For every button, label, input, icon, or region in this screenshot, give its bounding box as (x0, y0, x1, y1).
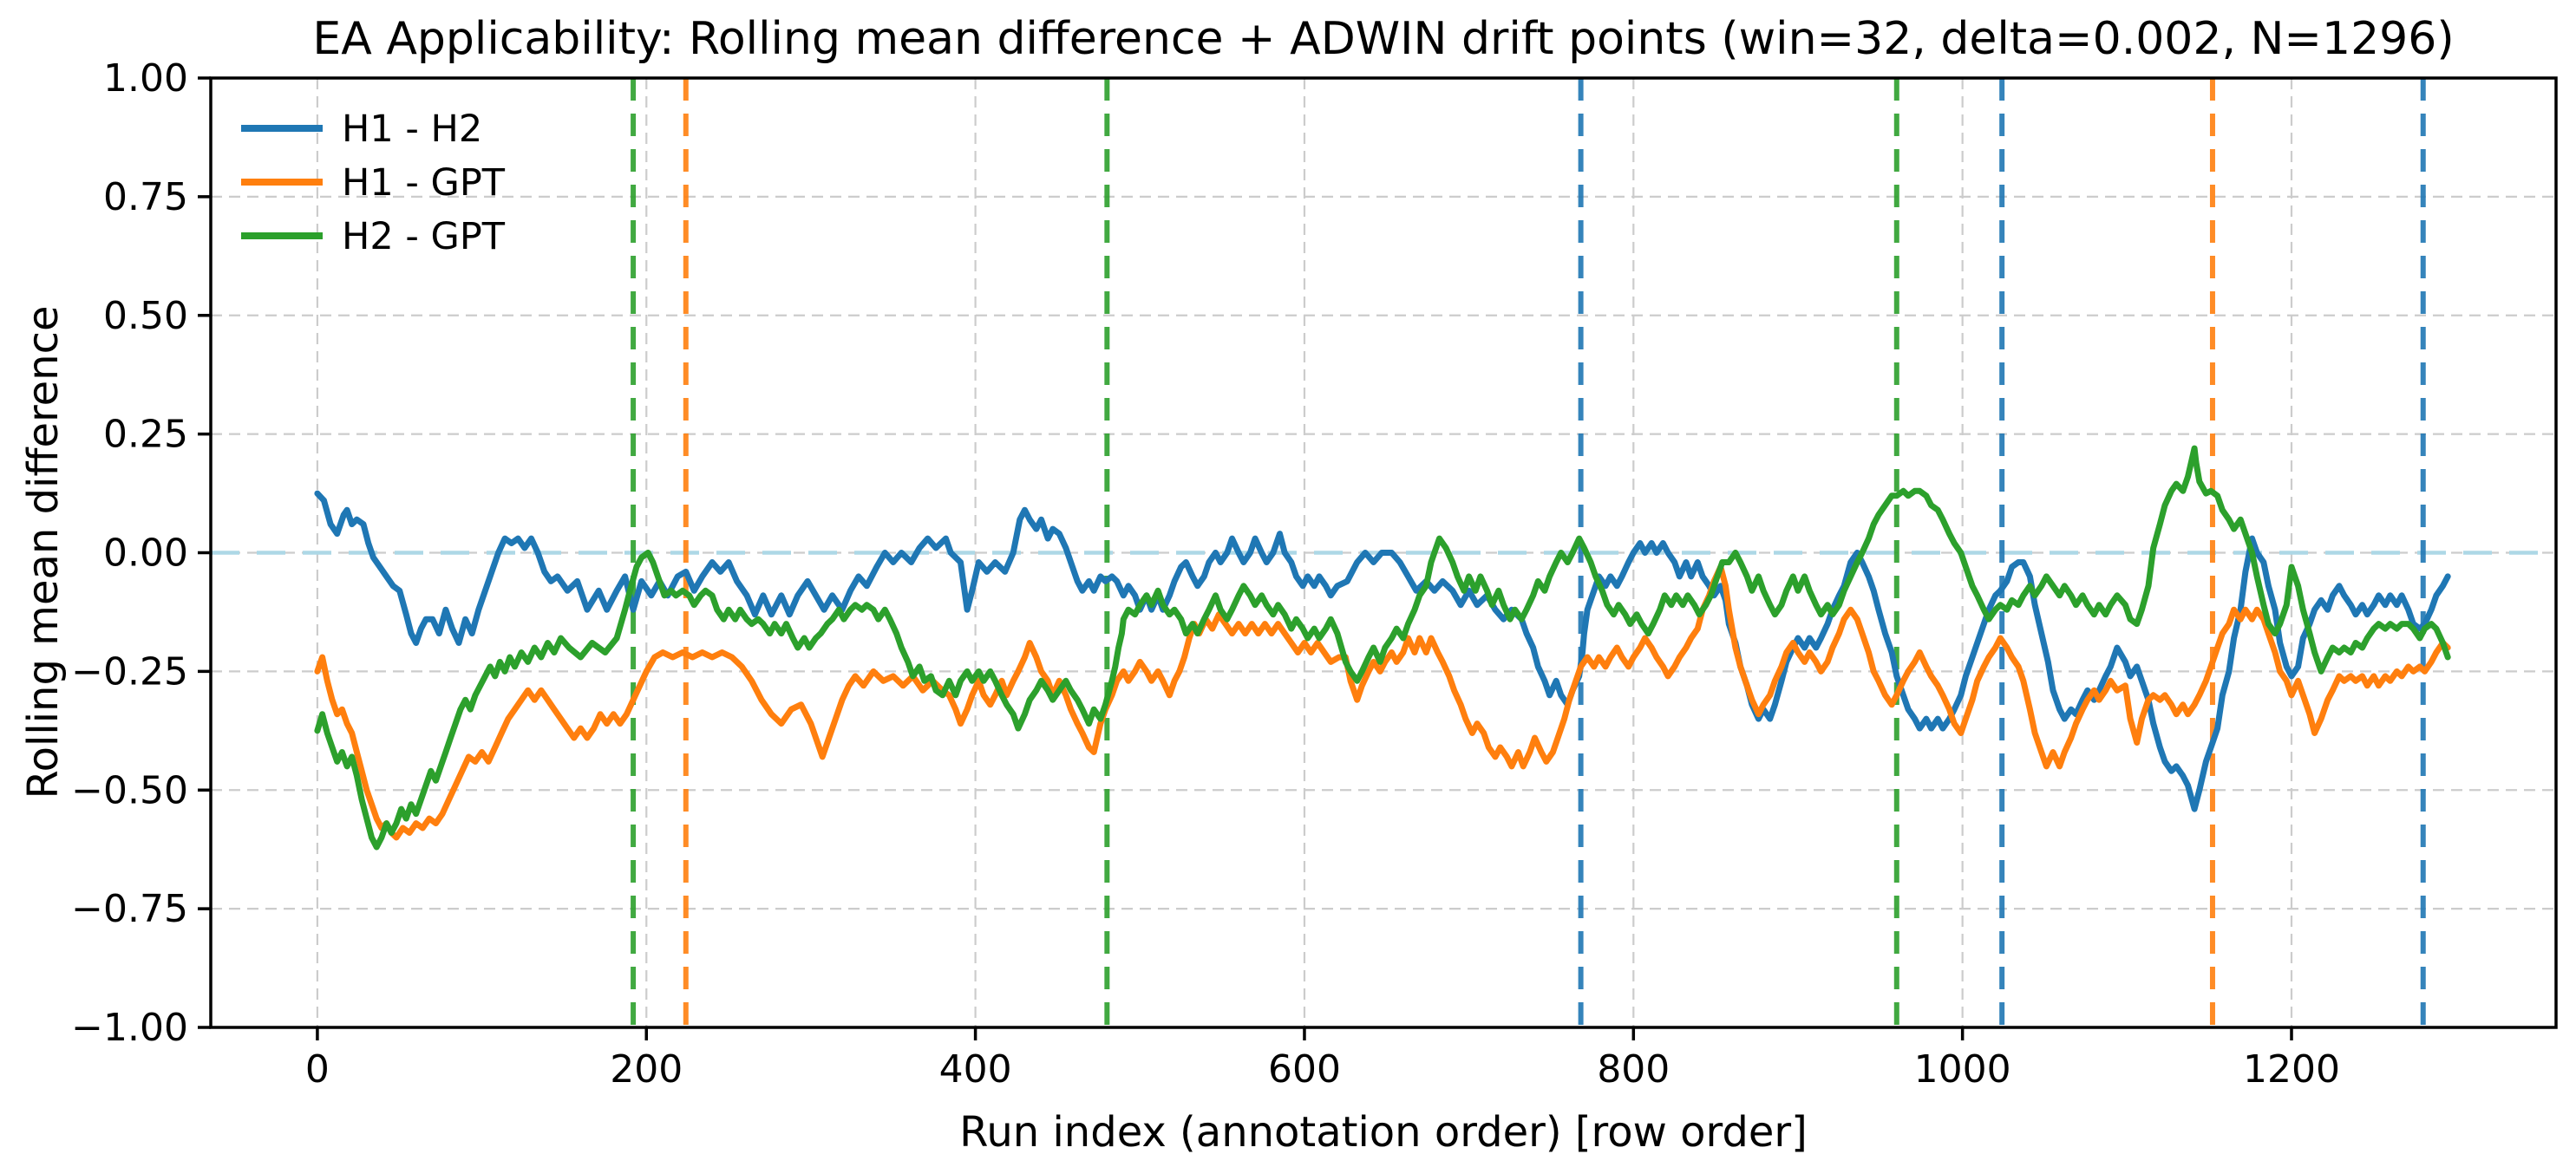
series-line-H1-GPT (314, 564, 2451, 841)
y-tick-label-1.00: 1.00 (103, 56, 188, 101)
legend-label-H2-GPT: H2 - GPT (342, 215, 506, 258)
y-tick-label-0.50: 0.50 (103, 294, 188, 338)
x-axis-label: Run index (annotation order) [row order] (959, 1108, 1808, 1157)
x-tick-label-800: 800 (1597, 1047, 1670, 1092)
x-tick-label-200: 200 (610, 1047, 683, 1092)
legend: H1 - H2 H1 - GPT H2 - GPT (241, 108, 506, 258)
y-tick-label-0.75: 0.75 (103, 175, 188, 219)
x-tick-label-1000: 1000 (1914, 1047, 2011, 1092)
y-tick-label-0.25: 0.25 (103, 413, 188, 457)
y-tick-label-−0.25: −0.25 (71, 649, 188, 694)
legend-label-H1-GPT: H1 - GPT (342, 161, 506, 205)
y-tick-label-0.00: 0.00 (103, 531, 188, 576)
series-line-H2-GPT (314, 445, 2451, 851)
x-tick-label-1200: 1200 (2243, 1047, 2340, 1092)
y-axis-label: Rolling mean difference (19, 305, 68, 799)
legend-label-H1-H2: H1 - H2 (342, 108, 482, 151)
y-tick-label-−1.00: −1.00 (71, 1006, 188, 1050)
x-tick-label-600: 600 (1268, 1047, 1341, 1092)
chart-title: EA Applicability: Rolling mean differenc… (312, 13, 2454, 65)
y-tick-label-−0.75: −0.75 (71, 887, 188, 931)
x-tick-label-400: 400 (939, 1047, 1012, 1092)
y-tick-label-−0.50: −0.50 (71, 768, 188, 812)
x-tick-label-0: 0 (305, 1047, 330, 1092)
